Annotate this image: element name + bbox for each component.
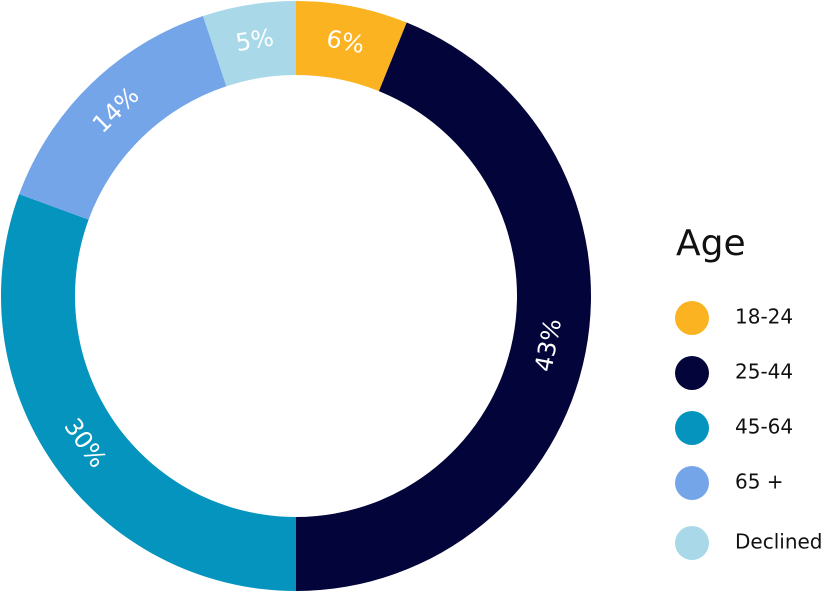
donut-segment	[296, 22, 591, 591]
legend-title: Age	[676, 223, 746, 264]
donut-segment	[296, 1, 407, 92]
donut-segment	[19, 16, 227, 220]
donut-segment	[203, 1, 296, 87]
legend-swatch	[675, 356, 709, 390]
legend-label: 65 +	[735, 470, 784, 494]
legend-label: Declined	[735, 530, 823, 554]
legend-swatch	[675, 411, 709, 445]
legend-label: 45-64	[735, 415, 793, 439]
legend-label: 18-24	[735, 305, 793, 329]
legend-swatch	[675, 466, 709, 500]
legend-swatch	[675, 301, 709, 335]
legend-swatch	[675, 526, 709, 560]
donut-segment	[0, 194, 296, 591]
legend-label: 25-44	[735, 360, 793, 384]
segment-label: 5%	[234, 23, 276, 57]
